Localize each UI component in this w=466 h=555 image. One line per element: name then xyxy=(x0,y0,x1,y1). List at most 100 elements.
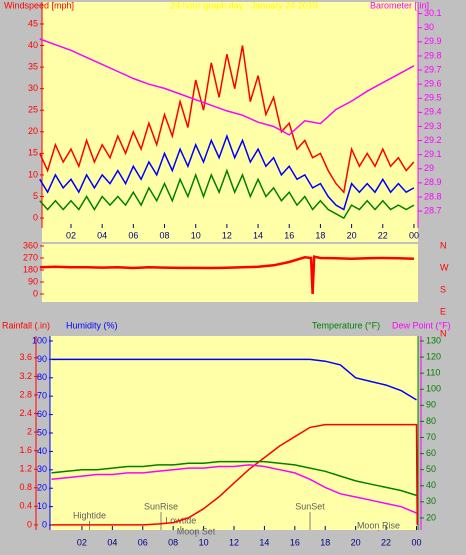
y-tick-label: 60 xyxy=(37,409,47,419)
x-tick-label: 20 xyxy=(351,537,361,547)
x-tick-label: 10 xyxy=(191,230,201,240)
climate-panel xyxy=(50,336,418,530)
x-tick-label: 02 xyxy=(66,230,76,240)
direction-label: N xyxy=(440,240,447,250)
rain-label: Rainfall (.in) xyxy=(2,320,50,330)
y-tick-label: 45 xyxy=(28,18,38,28)
y-tick-label: 30 xyxy=(28,83,38,93)
x-tick-label: 08 xyxy=(160,230,170,240)
y-tick-label: 90 xyxy=(426,400,436,410)
y-tick-label: 70 xyxy=(37,391,47,401)
y-tick-label: 5 xyxy=(33,191,38,201)
x-tick-label: 06 xyxy=(138,537,148,547)
y-tick-label: 29 xyxy=(424,163,434,173)
y-tick-label: 0.8 xyxy=(19,482,32,492)
direction-label: E xyxy=(440,306,446,316)
series-line xyxy=(39,38,415,136)
annotation: Moon Rise xyxy=(357,520,400,530)
y-tick-label: 28.9 xyxy=(424,177,442,187)
x-tick-label: 16 xyxy=(284,230,294,240)
x-tick-label: 00 xyxy=(409,230,419,240)
y-tick-label: 35 xyxy=(28,61,38,71)
x-tick-label: 14 xyxy=(259,537,269,547)
y-tick-label: 80 xyxy=(37,372,47,382)
x-tick-label: 20 xyxy=(347,230,357,240)
barometer-label: Barometer [.in] xyxy=(370,0,429,10)
y-tick-label: 15 xyxy=(28,148,38,158)
y-tick-label: 100 xyxy=(426,384,441,394)
y-tick-label: 29.1 xyxy=(424,149,442,159)
y-tick-label: 120 xyxy=(426,351,441,361)
y-tick-label: 2 xyxy=(27,426,32,436)
y-tick-label: 60 xyxy=(426,448,436,458)
x-tick-label: 00 xyxy=(411,537,421,547)
x-tick-label: 08 xyxy=(168,537,178,547)
y-tick-label: 2.4 xyxy=(19,408,32,418)
y-tick-label: 20 xyxy=(37,483,47,493)
y-tick-label: 10 xyxy=(28,169,38,179)
annotation: SunSet xyxy=(295,501,325,511)
x-tick-label: 10 xyxy=(199,537,209,547)
y-tick-label: 29.3 xyxy=(424,121,442,131)
x-tick-label: 22 xyxy=(381,537,391,547)
x-tick-label: 12 xyxy=(222,230,232,240)
x-tick-label: 18 xyxy=(320,537,330,547)
annotation: Moon Set xyxy=(177,526,216,536)
dewpoint-label: Dew Point (°F) xyxy=(392,320,451,330)
x-tick-label: 18 xyxy=(315,230,325,240)
x-tick-label: 16 xyxy=(290,537,300,547)
series-line xyxy=(51,464,417,514)
x-tick-label: 04 xyxy=(97,230,107,240)
series-line xyxy=(39,45,415,194)
y-tick-label: 90 xyxy=(28,276,38,286)
y-tick-label: 28.8 xyxy=(424,191,442,201)
series-line xyxy=(39,168,415,220)
y-tick-label: 0 xyxy=(33,288,38,298)
annotation: SunRise xyxy=(144,501,178,511)
y-tick-label: 2.8 xyxy=(19,389,32,399)
direction-label: N xyxy=(440,328,447,338)
y-tick-label: 10 xyxy=(37,501,47,511)
y-tick-label: 1.6 xyxy=(19,445,32,455)
x-tick-label: 22 xyxy=(378,230,388,240)
series-line xyxy=(39,255,414,295)
y-tick-label: 360 xyxy=(23,240,38,250)
y-tick-label: 1.2 xyxy=(19,464,32,474)
y-tick-label: 3.6 xyxy=(19,352,32,362)
chart-title: 24 hour graph day : January 24 2019 xyxy=(170,0,318,10)
y-tick-label: 180 xyxy=(23,264,38,274)
y-tick-label: 130 xyxy=(426,335,441,345)
y-tick-label: 20 xyxy=(426,512,436,522)
y-tick-label: 29.6 xyxy=(424,79,442,89)
y-tick-label: 30 xyxy=(37,464,47,474)
y-tick-label: 29.5 xyxy=(424,93,442,103)
y-tick-label: 0 xyxy=(33,212,38,222)
y-tick-label: 29.8 xyxy=(424,50,442,60)
y-tick-label: 40 xyxy=(28,40,38,50)
y-tick-label: 0.4 xyxy=(19,501,32,511)
y-tick-label: 28.7 xyxy=(424,205,442,215)
y-tick-label: 50 xyxy=(426,464,436,474)
y-tick-label: 270 xyxy=(23,252,38,262)
x-tick-label: 12 xyxy=(229,537,239,547)
y-tick-label: 29.7 xyxy=(424,64,442,74)
y-tick-label: 0 xyxy=(42,519,47,529)
humidity-label: Humidity (%) xyxy=(66,320,118,330)
y-tick-label: 25 xyxy=(28,105,38,115)
x-tick-label: 02 xyxy=(77,537,87,547)
direction-panel xyxy=(42,244,418,302)
series-line xyxy=(39,133,415,211)
annotation: Hightide xyxy=(73,510,106,520)
x-tick-label: 14 xyxy=(253,230,263,240)
y-tick-label: 90 xyxy=(37,354,47,364)
y-tick-label: 30.1 xyxy=(424,8,442,18)
series-line xyxy=(51,460,417,497)
x-tick-label: 06 xyxy=(128,230,138,240)
x-tick-label: 04 xyxy=(107,537,117,547)
y-tick-label: 110 xyxy=(426,368,440,378)
series-line xyxy=(51,423,418,526)
y-tick-label: 30 xyxy=(426,496,436,506)
wind-panel xyxy=(42,2,418,242)
series-line xyxy=(51,358,417,401)
